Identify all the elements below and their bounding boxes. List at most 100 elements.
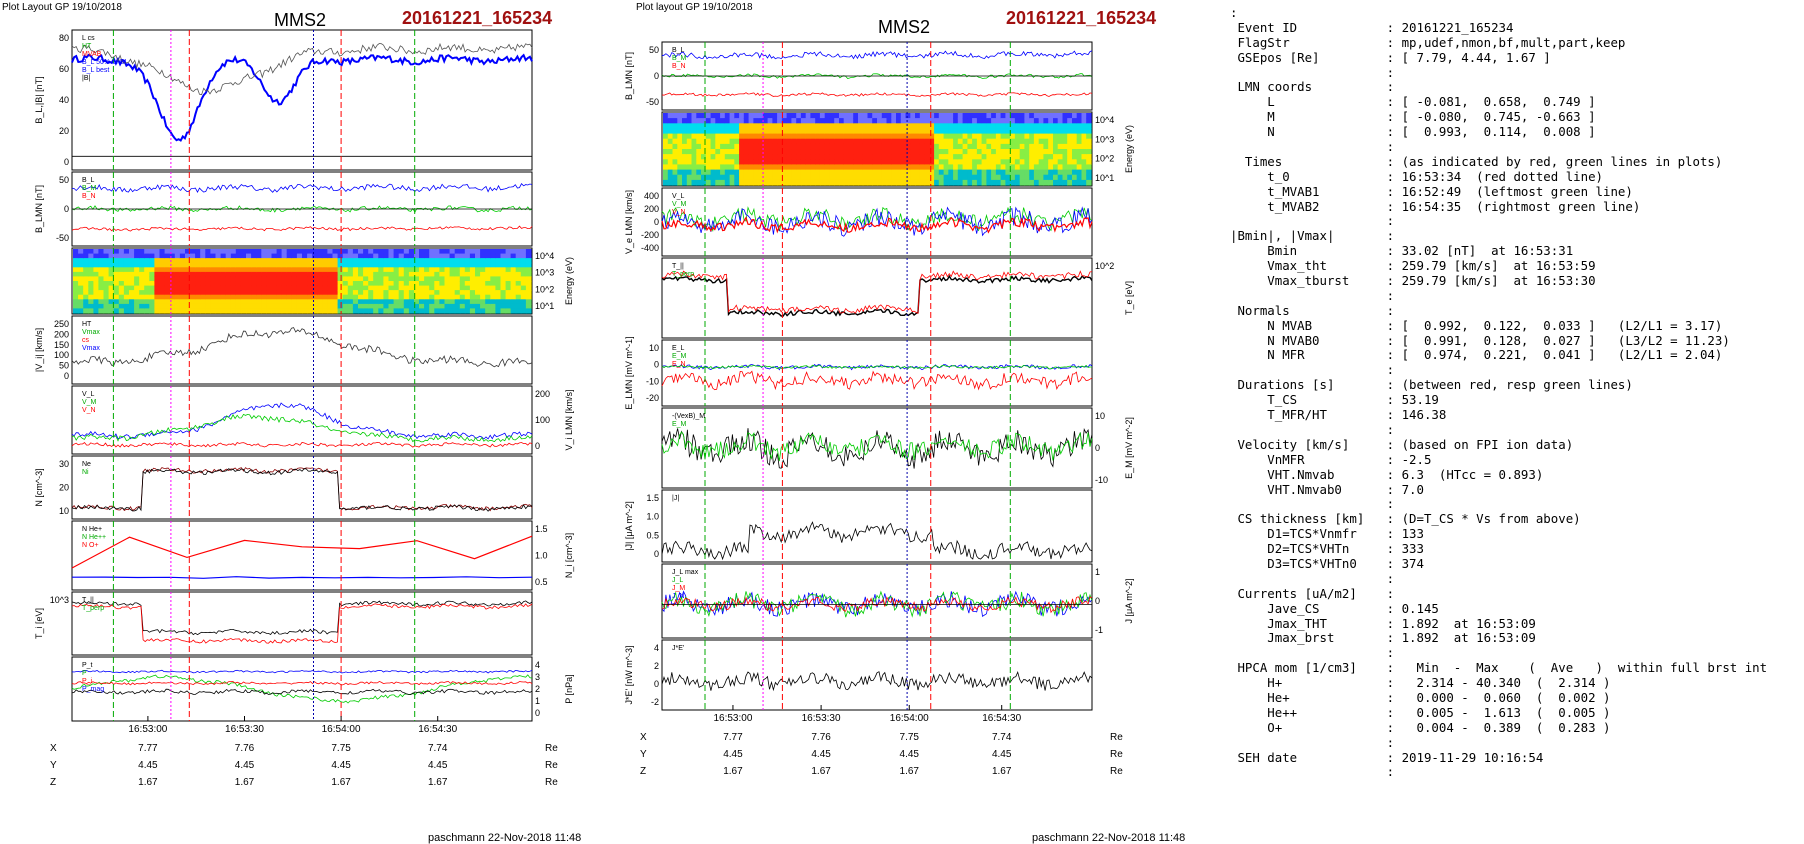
- spectrogram-cell: [179, 271, 186, 278]
- spectrogram-cell: [748, 159, 754, 165]
- spectrogram-cell: [1057, 118, 1064, 124]
- spectrogram-cell: [98, 294, 105, 300]
- spectrogram-cell: [246, 303, 252, 310]
- spectrogram-cell: [800, 169, 807, 176]
- spectrogram-cell: [464, 299, 471, 305]
- spectrogram-cell: [724, 164, 731, 171]
- spectrogram-cell: [271, 267, 278, 273]
- spectrogram-cell: [286, 290, 293, 296]
- spectrogram-cell: [729, 133, 735, 140]
- spectrogram-cell: [672, 123, 678, 129]
- spectrogram-cell: [337, 299, 344, 305]
- spectrogram-cell: [88, 308, 94, 314]
- spectrogram-cell: [352, 276, 359, 282]
- spectrogram-cell: [414, 271, 420, 278]
- spectrogram-cell: [276, 249, 283, 255]
- spectrogram-cell: [368, 249, 374, 255]
- spectrogram-cell: [739, 143, 745, 150]
- spectrogram-cell: [991, 169, 997, 176]
- spectrogram-cell: [824, 128, 831, 135]
- spectrogram-cell: [235, 276, 242, 282]
- spectrogram-cell: [819, 164, 826, 171]
- spectrogram-cell: [743, 143, 750, 150]
- spectrogram-cell: [800, 118, 807, 124]
- spectrogram-cell: [886, 143, 892, 150]
- parameter-line: :: [1230, 362, 1395, 378]
- y-axis-label: B_L,|B| [nT]: [34, 76, 44, 123]
- spectrogram-cell: [459, 276, 466, 282]
- spectrogram-cell: [715, 159, 721, 165]
- spectrogram-cell: [378, 303, 384, 310]
- spectrogram-cell: [490, 267, 496, 273]
- spectrogram-cell: [667, 113, 674, 119]
- spectrogram-cell: [495, 262, 502, 268]
- spectrogram-cell: [1076, 118, 1083, 124]
- spectrogram-cell: [938, 164, 945, 171]
- spectrogram-cell: [378, 258, 384, 264]
- spectrogram-cell: [796, 113, 802, 119]
- spectrogram-cell: [929, 149, 935, 155]
- spectrogram-cell: [230, 276, 237, 282]
- spectrogram-cell: [500, 303, 507, 310]
- spectrogram-cell: [848, 128, 854, 135]
- spectrogram-cell: [796, 149, 802, 155]
- spectrogram-cell: [159, 253, 166, 259]
- spectrogram-cell: [720, 174, 726, 181]
- spectrogram-cell: [910, 118, 916, 124]
- spectrogram-cell: [720, 143, 726, 150]
- spectrogram-cell: [414, 299, 420, 305]
- spectrogram-cell: [877, 159, 883, 165]
- spectrogram-cell: [1019, 159, 1026, 165]
- spectrogram-cell: [515, 303, 522, 310]
- spectrogram-cell: [739, 138, 745, 145]
- spectrogram-cell: [691, 128, 697, 135]
- spectrogram-cell: [261, 262, 267, 268]
- spectrogram-cell: [796, 159, 802, 165]
- panel-6: 1.51.00.50|J| [μA m^-2]|J|: [624, 489, 1093, 563]
- spectrogram-cell: [215, 303, 222, 310]
- spectrogram-cell: [986, 113, 992, 119]
- spectrogram-cell: [286, 308, 293, 314]
- spectrogram-cell: [957, 154, 964, 160]
- spectrogram-cell: [210, 299, 217, 305]
- spectrogram-cell: [88, 249, 94, 255]
- spectrogram-cell: [159, 258, 166, 264]
- spectrogram-cell: [762, 174, 769, 181]
- spectrogram-cell: [872, 159, 878, 165]
- spectrogram-cell: [967, 143, 973, 150]
- spectrogram-cell: [383, 285, 390, 291]
- spectrogram-cell: [800, 133, 807, 140]
- spectrogram-cell: [205, 290, 211, 296]
- spectrogram-cell: [976, 128, 983, 135]
- spectrogram-cell: [986, 128, 992, 135]
- spectrogram-cell: [1081, 179, 1087, 186]
- spectrogram-cell: [839, 123, 845, 129]
- spectrogram-cell: [103, 285, 110, 291]
- spectrogram-cell: [358, 267, 364, 273]
- spectrogram-cell: [686, 133, 693, 140]
- spectrogram-cell: [251, 249, 257, 255]
- spectrogram-cell: [1076, 174, 1083, 181]
- spectrogram-cell: [1043, 128, 1049, 135]
- spectrogram-cell: [246, 285, 252, 291]
- spectrogram-cell: [134, 253, 140, 259]
- spectrogram-cell: [934, 128, 940, 135]
- spectrogram-cell: [839, 154, 845, 160]
- spectrogram-cell: [1076, 128, 1083, 135]
- spectrogram-cell: [322, 276, 329, 282]
- spectrogram-cell: [398, 258, 405, 264]
- spectrogram-cell: [881, 164, 888, 171]
- spectrogram-cell: [271, 271, 278, 278]
- spectrogram-cell: [98, 267, 105, 273]
- y-tick-label: 0: [64, 157, 69, 167]
- spectrogram-cell: [991, 128, 997, 135]
- spectrogram-cell: [174, 290, 181, 296]
- spectrogram-cell: [858, 118, 864, 124]
- spectrogram-cell: [1014, 143, 1021, 150]
- spectrogram-cell: [667, 179, 674, 186]
- spectrogram-cell: [853, 159, 859, 165]
- spectrogram-cell: [220, 258, 227, 264]
- spectrogram-cell: [347, 285, 354, 291]
- spectrogram-cell: [781, 154, 788, 160]
- spectrogram-cell: [720, 169, 726, 176]
